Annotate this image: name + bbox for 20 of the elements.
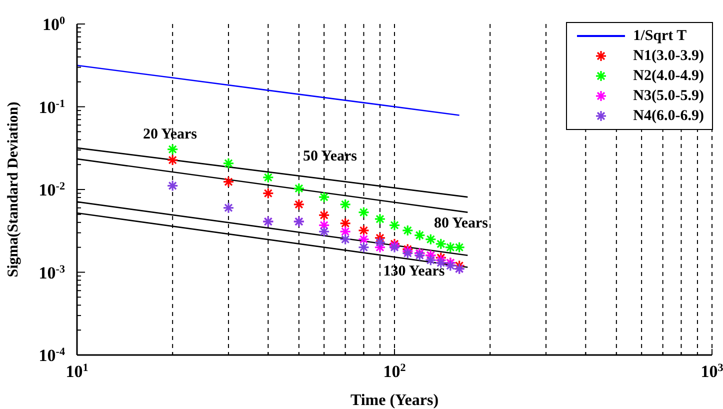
- legend-label: 1/Sqrt T: [633, 28, 687, 44]
- x-tick-label: 10$^{1}$: [66, 362, 88, 381]
- legend-label: N4(6.0-6.9): [633, 108, 704, 124]
- annotation: 20 Years: [142, 126, 198, 144]
- x-tick-label: 10$^{3}$: [700, 362, 723, 381]
- x-tick-label: 10$^{2}$: [383, 362, 406, 381]
- y-tick-label: 10$^{0}$: [42, 15, 66, 34]
- legend-label: N3(5.0-5.9): [633, 88, 704, 104]
- legend-label: N2(4.0-4.9): [633, 68, 704, 84]
- x-axis-title: Time (Years): [350, 392, 439, 409]
- y-tick-label: 10$^{-4}$: [38, 346, 66, 365]
- line-series: [77, 64, 460, 116]
- y-tick-label: 10$^{-2}$: [38, 180, 66, 200]
- y-axis-title: Sigma(Standard Deviation): [5, 102, 22, 278]
- annotation: 130 Years: [383, 264, 445, 280]
- legend-label: N1(3.0-3.9): [633, 48, 704, 64]
- annotation: 50 Years: [302, 148, 358, 166]
- y-tick-label: 10$^{-3}$: [38, 263, 66, 282]
- annotation: 80 Years: [434, 216, 488, 232]
- y-tick-label: 10$^{-1}$: [38, 98, 65, 117]
